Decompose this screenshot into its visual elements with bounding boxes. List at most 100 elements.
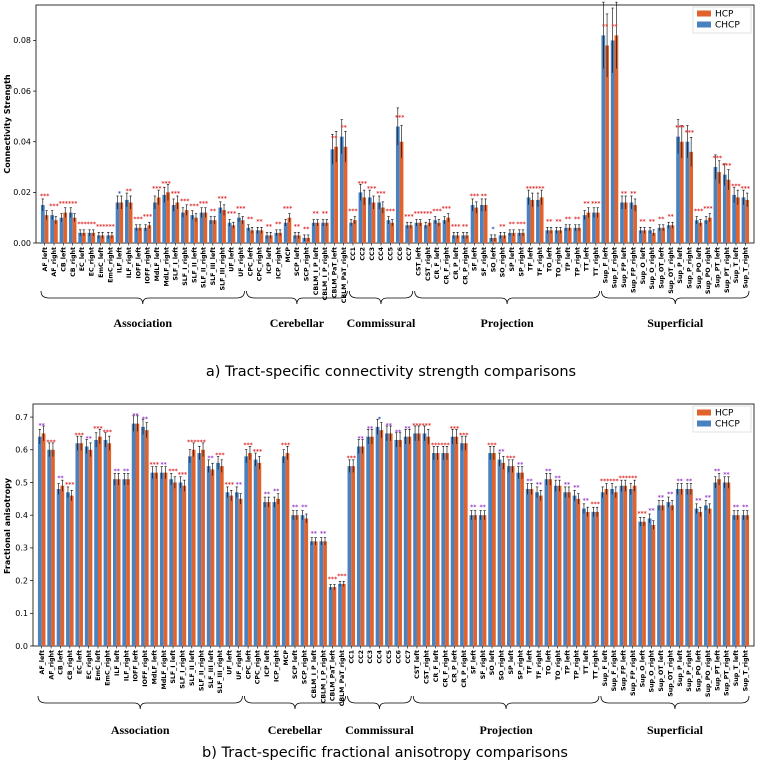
significance-marker: ** xyxy=(266,223,273,230)
x-tick-label: IOFF_right xyxy=(145,247,152,284)
x-tick-label: TO_left xyxy=(546,247,553,272)
bar-hcp xyxy=(437,222,441,243)
bar-chcp xyxy=(319,541,324,646)
bar-hcp xyxy=(88,449,93,646)
x-tick-label: SLF_II_right xyxy=(201,247,208,288)
bar-hcp xyxy=(248,453,252,646)
significance-marker: *** xyxy=(215,452,225,459)
bar-hcp xyxy=(194,217,198,243)
x-tick-label: ILF_left xyxy=(114,650,121,676)
bar-chcp xyxy=(106,235,111,243)
significance-marker: *** xyxy=(243,442,253,449)
significance-marker: ** xyxy=(546,218,553,225)
x-tick-label: SCP_left xyxy=(294,247,301,276)
bar-chcp xyxy=(40,205,45,243)
bar-chcp xyxy=(56,489,61,646)
x-tick-label: CC7 xyxy=(405,650,412,664)
bar-chcp xyxy=(169,479,174,646)
bar-chcp xyxy=(338,583,342,646)
significance-marker: ** xyxy=(676,478,683,485)
significance-marker: *** xyxy=(133,216,143,223)
x-tick-label: CC7 xyxy=(406,247,413,261)
bar-hcp xyxy=(632,485,637,646)
x-tick-label: CR_F_left xyxy=(434,247,441,279)
bar-hcp xyxy=(651,232,656,243)
bar-chcp xyxy=(741,515,746,646)
x-tick-label: SO_left xyxy=(489,650,496,675)
x-tick-label: CR_P_right xyxy=(461,650,468,688)
x-tick-label: EC_left xyxy=(76,650,83,674)
x-tick-label: SLF_III_right xyxy=(219,247,226,290)
bar-hcp xyxy=(323,541,327,646)
x-tick-label: SLF_I_left xyxy=(173,247,180,281)
x-tick-label: SLF_III_left xyxy=(210,247,217,285)
x-tick-label: MCP xyxy=(283,650,290,666)
x-tick-label: SLF_III_left xyxy=(208,650,215,688)
bar-chcp xyxy=(469,515,474,646)
x-tick-label: ICP_right xyxy=(273,650,280,682)
significance-marker: * xyxy=(378,416,382,423)
significance-marker: ** xyxy=(256,218,263,225)
significance-marker: *** xyxy=(675,125,685,132)
x-tick-label: MdLF_left xyxy=(154,247,161,281)
legend-swatch-chcp xyxy=(697,420,711,427)
bar-hcp xyxy=(726,482,731,646)
y-axis-a: 0.00 0.02 0.04 0.06 0.08 xyxy=(13,36,36,248)
group-label: Association xyxy=(111,723,170,737)
bar-hcp xyxy=(567,492,571,646)
bar-chcp xyxy=(78,232,83,243)
bar-hcp xyxy=(138,227,142,243)
bar-chcp xyxy=(394,439,399,646)
significance-marker: *** xyxy=(395,115,405,122)
x-tick-label: Sup_O_right xyxy=(649,650,656,692)
x-tick-label: Sup_PO_left xyxy=(696,247,703,289)
x-tick-label: Sup_O_right xyxy=(649,247,656,289)
significance-marker: ** xyxy=(126,188,133,195)
bar-hcp xyxy=(69,495,74,646)
x-tick-label: CC1 xyxy=(348,650,355,664)
x-tick-label: Sup_P_right xyxy=(686,650,693,692)
bar-chcp xyxy=(488,453,493,646)
y-tick-label: 0.4 xyxy=(15,511,28,520)
significance-marker: *** xyxy=(150,462,160,469)
significance-marker: ** xyxy=(667,213,674,220)
significance-marker: *** xyxy=(253,449,263,456)
group-bracket xyxy=(601,290,750,305)
x-tick-label: AF_left xyxy=(39,650,46,675)
significance-marker: *** xyxy=(526,185,536,192)
bars-a: ****** *** ****** *** *** **** ***** **********… xyxy=(40,1,751,244)
bar-chcp xyxy=(272,502,277,646)
significance-marker: *** xyxy=(619,475,629,482)
bar-hcp xyxy=(79,443,83,646)
bar-chcp xyxy=(253,459,258,646)
bar-chcp xyxy=(517,232,522,243)
bar-chcp xyxy=(422,433,427,646)
significance-marker: ** xyxy=(742,504,749,511)
y-tick-label: 0.2 xyxy=(15,576,28,585)
bar-chcp xyxy=(150,472,155,646)
bar-hcp xyxy=(287,217,292,243)
bar-chcp xyxy=(572,495,577,646)
bar-hcp xyxy=(238,498,243,646)
x-tick-label: EC_right xyxy=(89,247,96,276)
bar-hcp xyxy=(219,466,224,646)
bar-hcp xyxy=(445,453,449,646)
x-tick-label: ICP_left xyxy=(266,247,273,274)
x-tick-label: MCP xyxy=(285,247,292,263)
significance-marker: *** xyxy=(168,468,178,475)
bar-chcp xyxy=(115,202,120,243)
bar-hcp xyxy=(128,202,133,243)
panel-b: Fractional anisotropy 0.0 0.1 0.2 0.3 0.4 0.5… xyxy=(3,403,755,761)
bar-hcp xyxy=(343,146,348,243)
bar-hcp xyxy=(313,541,318,646)
bar-chcp xyxy=(94,439,98,646)
x-tick-label: Sup_T_left xyxy=(733,650,740,686)
bar-chcp xyxy=(291,515,295,646)
bar-hcp xyxy=(651,525,656,646)
significance-marker: ** xyxy=(639,218,646,225)
significance-marker: ** xyxy=(39,422,46,429)
bar-hcp xyxy=(605,45,609,244)
x-tick-label: SLF_I_left xyxy=(170,650,177,684)
x-tick-label: SP_right xyxy=(518,247,525,277)
x-tick-label: Sup_FP_right xyxy=(630,247,637,293)
